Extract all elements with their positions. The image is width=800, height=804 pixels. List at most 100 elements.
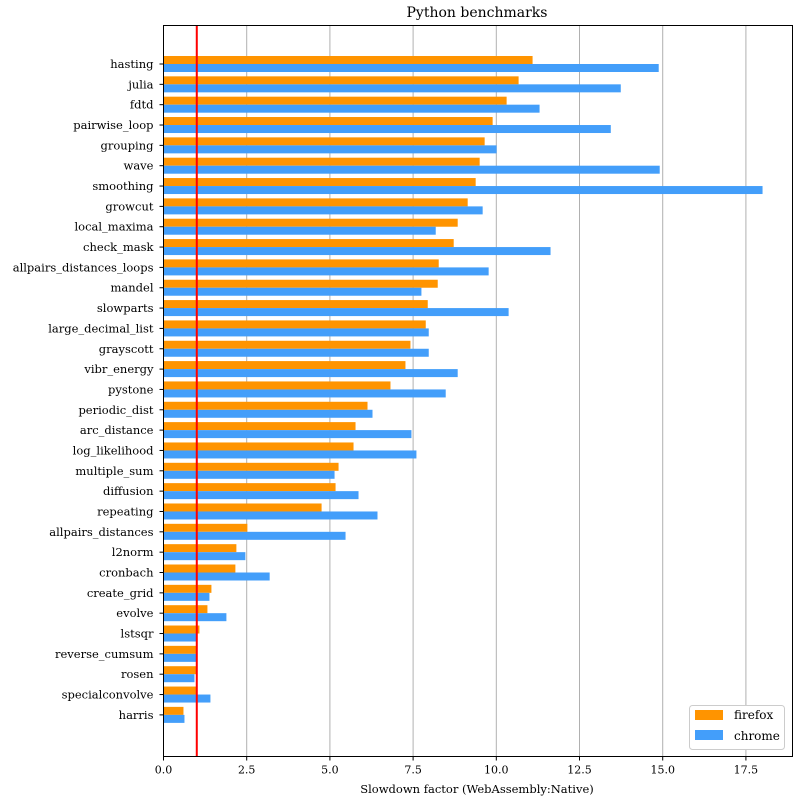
y-tick-label: l2norm: [112, 545, 154, 559]
bar-firefox-repeating: [163, 503, 322, 512]
bar-chrome-hasting: [163, 64, 659, 72]
bar-firefox-specialconvolve: [163, 686, 197, 695]
bar-chrome-julia: [163, 84, 621, 93]
bar-chrome-grouping: [163, 145, 497, 154]
y-tick-label: diffusion: [103, 484, 154, 498]
y-tick-label: periodic_dist: [78, 403, 153, 417]
y-tick-label: vibr_energy: [83, 362, 154, 376]
y-tick-label: grouping: [101, 138, 155, 152]
bar-chrome-pystone: [163, 389, 446, 398]
y-tick-label: evolve: [116, 606, 153, 620]
legend-swatch-chrome: [695, 730, 723, 740]
bar-firefox-allpairs_distances_loops: [163, 259, 439, 268]
bar-firefox-fdtd: [163, 96, 507, 105]
bar-chrome-mandel: [163, 287, 422, 296]
y-tick-label: rosen: [121, 667, 154, 681]
bar-chrome-slowparts: [163, 308, 509, 317]
y-tick-label: reverse_cumsum: [55, 647, 154, 661]
x-tick-label: 2.5: [238, 764, 256, 777]
bar-chrome-growcut: [163, 206, 483, 215]
bar-firefox-log_likelihood: [163, 442, 354, 451]
bar-chrome-pairwise_loop: [163, 125, 611, 134]
bar-chrome-harris: [163, 714, 185, 723]
bar-chrome-l2norm: [163, 552, 246, 561]
bar-firefox-smoothing: [163, 178, 476, 187]
bar-chrome-lstsqr: [163, 633, 198, 642]
bar-firefox-lstsqr: [163, 625, 200, 634]
bar-chrome-multiple_sum: [163, 470, 335, 479]
bar-chrome-evolve: [163, 613, 227, 622]
bar-chrome-repeating: [163, 511, 378, 520]
y-tick-label: repeating: [97, 504, 154, 518]
x-tick-label: 17.5: [734, 764, 759, 777]
y-tick-label: allpairs_distances: [49, 525, 153, 539]
bar-firefox-hasting: [163, 56, 533, 64]
bar-chrome-log_likelihood: [163, 450, 417, 459]
x-tick-label: 15.0: [650, 764, 675, 777]
bar-chrome-smoothing: [163, 186, 763, 195]
bar-firefox-growcut: [163, 198, 468, 207]
bar-firefox-multiple_sum: [163, 462, 339, 471]
bar-chrome-cronbach: [163, 572, 270, 581]
y-tick-label: mandel: [110, 281, 153, 295]
plot-frame: [163, 25, 793, 757]
bar-firefox-periodic_dist: [163, 401, 368, 410]
y-tick-label: slowparts: [97, 301, 154, 315]
x-tick-label: 5.0: [321, 764, 339, 777]
y-tick-label: wave: [123, 159, 153, 173]
chart-title: Python benchmarks: [407, 5, 548, 21]
y-tick-label: check_mask: [83, 240, 154, 254]
y-tick-label: log_likelihood: [73, 443, 154, 457]
bar-firefox-allpairs_distances: [163, 523, 248, 532]
bar-firefox-diffusion: [163, 483, 336, 492]
x-tick-label: 10.0: [484, 764, 509, 777]
y-tick-label: arc_distance: [80, 423, 154, 437]
bar-firefox-evolve: [163, 605, 208, 614]
x-tick-label: 7.5: [404, 764, 422, 777]
y-tick-label: pystone: [108, 382, 154, 396]
bar-firefox-grouping: [163, 137, 485, 146]
bar-firefox-grayscott: [163, 340, 411, 349]
bar-firefox-large_decimal_list: [163, 320, 426, 329]
bar-chrome-wave: [163, 165, 660, 174]
y-tick-label: multiple_sum: [75, 464, 153, 478]
y-tick-label: fdtd: [130, 98, 154, 112]
bar-firefox-pystone: [163, 381, 391, 390]
bar-firefox-pairwise_loop: [163, 117, 493, 126]
bar-chrome-reverse_cumsum: [163, 653, 198, 662]
bar-firefox-mandel: [163, 279, 438, 288]
bar-firefox-reverse_cumsum: [163, 645, 198, 654]
x-axis-label: Slowdown factor (WebAssembly:Native): [360, 782, 594, 796]
bar-firefox-cronbach: [163, 564, 236, 573]
legend-swatch-firefox: [695, 710, 723, 720]
legend-label-firefox: firefox: [734, 708, 774, 722]
legend-label-chrome: chrome: [734, 729, 780, 743]
bar-chrome-diffusion: [163, 491, 359, 500]
bar-firefox-harris: [163, 706, 184, 715]
y-tick-label: allpairs_distances_loops: [13, 260, 154, 274]
x-tick-label: 0.0: [155, 764, 173, 777]
bar-firefox-vibr_energy: [163, 361, 406, 370]
x-tick-label: 12.5: [567, 764, 592, 777]
bar-chrome-create_grid: [163, 592, 210, 601]
y-tick-label: hasting: [110, 57, 154, 71]
y-tick-label: local_maxima: [74, 220, 153, 234]
bar-chrome-fdtd: [163, 104, 540, 113]
bar-firefox-wave: [163, 157, 480, 166]
bar-chrome-allpairs_distances: [163, 531, 346, 540]
y-tick-label: harris: [119, 708, 154, 722]
y-tick-label: large_decimal_list: [48, 321, 154, 335]
bar-chrome-grayscott: [163, 348, 429, 357]
bar-chrome-local_maxima: [163, 226, 436, 235]
y-tick-label: specialconvolve: [62, 688, 154, 702]
bar-firefox-check_mask: [163, 239, 454, 248]
y-tick-label: grayscott: [99, 342, 154, 356]
bar-chrome-periodic_dist: [163, 409, 373, 418]
bar-chrome-rosen: [163, 674, 195, 683]
y-tick-label: lstsqr: [121, 627, 154, 641]
bar-firefox-slowparts: [163, 300, 428, 309]
bar-chrome-specialconvolve: [163, 694, 211, 703]
bar-chrome-large_decimal_list: [163, 328, 429, 337]
y-tick-label: julia: [126, 77, 153, 91]
